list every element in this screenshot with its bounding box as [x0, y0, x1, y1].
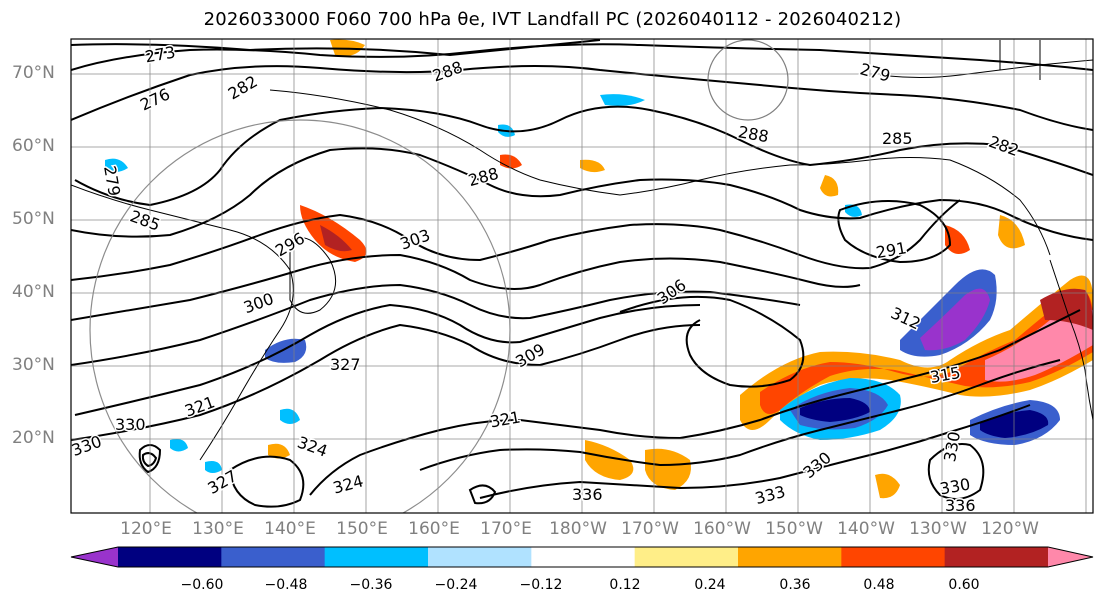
lat-label-40n: 40°N	[12, 282, 55, 302]
colorbar-tick-label: −0.12	[519, 577, 563, 593]
lon-label: 160°E	[408, 519, 460, 539]
colorbar	[70, 546, 1094, 568]
lon-label: 130°E	[192, 519, 244, 539]
colorbar-bin	[841, 547, 946, 567]
contour-label: 273	[143, 42, 176, 66]
lon-label: 150°E	[336, 519, 388, 539]
lat-label-70n: 70°N	[12, 63, 55, 83]
contour-label: 330	[69, 432, 104, 460]
colorbar-tick-label: −0.60	[180, 577, 224, 593]
contour-label: 321	[488, 407, 521, 431]
colorbar-tick-label: −0.24	[434, 577, 478, 593]
lon-label: 130°W	[909, 519, 967, 539]
contour-label: 285	[882, 129, 913, 148]
colorbar-tick-label: 0.24	[694, 577, 726, 593]
contour-label: 333	[753, 482, 787, 508]
lon-label: 140°W	[837, 519, 895, 539]
contour-label: 330	[940, 430, 964, 463]
contour-label: 324	[295, 432, 330, 460]
contour-label: 288	[737, 122, 770, 146]
region-marker	[707, 39, 789, 121]
contour-label: 285	[127, 206, 162, 234]
lat-label-60n: 60°N	[12, 136, 55, 156]
landfall-region-circle	[89, 119, 511, 513]
colorbar-tick-label: −0.48	[264, 577, 308, 593]
contour-label: 330	[115, 415, 146, 434]
colorbar-outline	[70, 546, 1094, 568]
contour-label: 324	[331, 471, 365, 497]
colorbar-tick-label: 0.48	[863, 577, 895, 593]
contour-label: 321	[182, 392, 217, 420]
colorbar-tick-label: 0.60	[948, 577, 980, 593]
contour-label: 330	[938, 474, 971, 498]
negative-pc-shading	[105, 94, 1060, 473]
contour-label: 279	[858, 59, 892, 85]
contour-labels: 273 276 282 288 279 285 282 288 288 285 …	[69, 41, 1023, 515]
colorbar-bin	[634, 547, 739, 567]
contour-label: 336	[572, 485, 603, 504]
colorbar-tick-label: 0.12	[609, 577, 641, 593]
lat-label-50n: 50°N	[12, 209, 55, 229]
lat-label-20n: 20°N	[12, 428, 55, 448]
contour-label: 276	[137, 84, 173, 114]
map-frame	[70, 38, 1094, 514]
lon-label: 120°W	[981, 519, 1039, 539]
contour-label: 306	[654, 275, 690, 308]
contour-label: 330	[799, 448, 835, 482]
contour-label: 336	[945, 496, 976, 515]
colorbar-bin	[738, 547, 842, 567]
contour-label: 282	[225, 72, 261, 104]
contour-label: 291	[875, 238, 908, 262]
lon-label: 170°W	[621, 519, 679, 539]
map-title: 2026033000 F060 700 hPa θe, IVT Landfall…	[203, 9, 902, 30]
colorbar-tick-label: −0.36	[349, 577, 393, 593]
colorbar-bin	[221, 547, 326, 567]
lon-label: 150°W	[765, 519, 823, 539]
contour-label: 309	[512, 340, 548, 372]
colorbar-bin	[531, 547, 636, 567]
colorbar-bin	[944, 547, 1049, 567]
contour-label: 288	[466, 164, 500, 190]
theta-e-contours	[71, 39, 1093, 508]
colorbar-extend-low	[71, 547, 118, 567]
graticule	[71, 39, 1093, 513]
lon-label: 160°W	[693, 519, 751, 539]
colorbar-tick-label: 0.36	[779, 577, 811, 593]
lat-label-30n: 30°N	[12, 355, 55, 375]
contour-label: 327	[330, 355, 361, 374]
lon-label: 140°E	[264, 519, 316, 539]
contour-label: 288	[430, 57, 465, 85]
colorbar-bin	[428, 547, 532, 567]
colorbar-bin	[324, 547, 429, 567]
lon-label: 170°E	[480, 519, 532, 539]
colorbar-extend-high	[1048, 547, 1093, 567]
lon-label: 180°W	[549, 519, 607, 539]
colorbar-bin	[118, 547, 222, 567]
lon-label: 120°E	[120, 519, 172, 539]
contour-label: 282	[986, 132, 1021, 160]
